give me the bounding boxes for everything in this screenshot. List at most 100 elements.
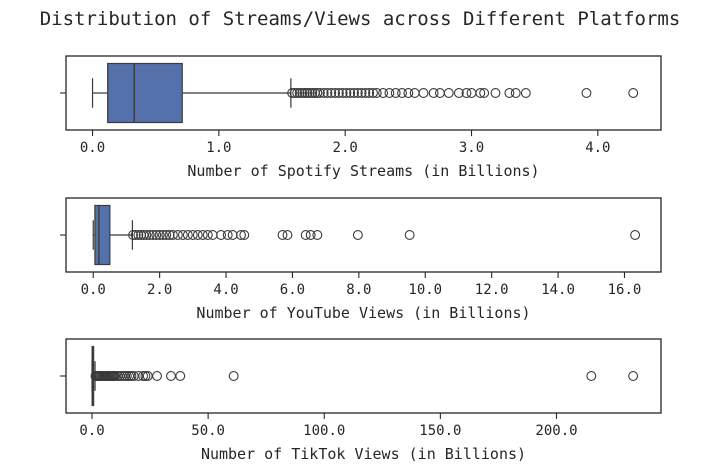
outlier-point: [404, 230, 415, 240]
outlier-point: [151, 230, 162, 240]
x-tick-label: 6.0: [280, 282, 305, 298]
outlier-point: [299, 88, 310, 98]
outlier-point: [292, 88, 303, 98]
outlier-point: [326, 88, 337, 98]
outlier-point: [161, 230, 172, 240]
outlier-point: [360, 88, 371, 98]
x-tick-label: 1.0: [206, 140, 231, 156]
iqr-box: [94, 204, 111, 266]
x-tick-label: 3.0: [459, 140, 484, 156]
outlier-point: [130, 230, 141, 240]
outlier-point: [520, 88, 531, 98]
outlier-point: [148, 230, 158, 240]
x-tick-label: 0.0: [79, 423, 104, 439]
outlier-point: [158, 230, 168, 240]
x-axis-label: Number of Spotify Streams (in Billions): [187, 162, 539, 180]
outlier-point: [322, 88, 333, 98]
outlier-point: [479, 88, 490, 98]
outlier-point: [172, 230, 183, 240]
outlier-point: [207, 230, 218, 240]
outlier-point: [121, 371, 132, 381]
outlier-point: [177, 230, 188, 240]
x-tick-label: 2.0: [147, 282, 172, 298]
outlier-point: [197, 230, 208, 240]
x-tick-label: 0.0: [81, 282, 106, 298]
outlier-point: [297, 88, 308, 98]
x-tick-label: 12.0: [475, 282, 509, 298]
outlier-point: [352, 88, 363, 98]
outlier-point: [307, 88, 318, 98]
outlier-point: [490, 88, 501, 98]
outlier-point: [202, 230, 213, 240]
outlier-point: [466, 88, 477, 98]
x-tick-label: 100.0: [303, 423, 345, 439]
outlier-point: [349, 88, 359, 98]
outlier-point: [453, 88, 464, 98]
outlier-point: [371, 88, 382, 98]
outlier-point: [333, 88, 344, 98]
outlier-point: [138, 371, 149, 381]
chart-title: Distribution of Streams/Views across Dif…: [40, 8, 681, 30]
outlier-point: [628, 371, 639, 381]
x-tick-label: 50.0: [191, 423, 225, 439]
outlier-point: [504, 88, 515, 98]
outlier-point: [630, 230, 641, 240]
outlier-point: [294, 88, 305, 98]
outlier-point: [378, 88, 389, 98]
x-tick-label: 4.0: [213, 282, 238, 298]
outlier-point: [216, 230, 227, 240]
outlier-point: [282, 230, 293, 240]
x-tick-label: 0.0: [80, 140, 105, 156]
outlier-point: [345, 88, 356, 98]
outlier-point: [228, 371, 239, 381]
outlier-point: [586, 371, 597, 381]
outlier-point: [475, 88, 486, 98]
x-tick-label: 2.0: [333, 140, 358, 156]
outlier-point: [312, 88, 323, 98]
x-tick-label: 16.0: [608, 282, 642, 298]
outlier-point: [434, 88, 445, 98]
x-axis-label: Number of TikTok Views (in Billions): [201, 445, 526, 463]
outlier-point: [428, 88, 439, 98]
outlier-point: [318, 88, 329, 98]
outlier-point: [300, 230, 311, 240]
x-tick-label: 8.0: [346, 282, 371, 298]
outlier-point: [239, 230, 250, 240]
outlier-point: [304, 88, 315, 98]
outlier-point: [397, 88, 407, 98]
outlier-point: [187, 230, 198, 240]
outlier-point: [128, 230, 139, 240]
x-tick-label: 150.0: [419, 423, 461, 439]
outlier-point: [403, 88, 414, 98]
outlier-point: [314, 88, 325, 98]
outlier-point: [182, 230, 193, 240]
outlier-point: [222, 230, 233, 240]
axes-frame: [65, 338, 662, 414]
outlier-point: [364, 88, 375, 98]
outlier-point: [628, 88, 639, 98]
outlier-point: [337, 88, 348, 98]
outlier-point: [461, 88, 472, 98]
outlier-point: [302, 88, 313, 98]
outlier-point: [312, 230, 323, 240]
outlier-point: [227, 230, 238, 240]
outlier-point: [352, 230, 363, 240]
outlier-point: [167, 230, 178, 240]
x-tick-label: 10.0: [408, 282, 442, 298]
outlier-point: [287, 88, 298, 98]
outlier-point: [277, 230, 288, 240]
outlier-point: [166, 371, 176, 381]
outlier-point: [390, 88, 401, 98]
outlier-point: [141, 230, 152, 240]
outlier-point: [510, 88, 521, 98]
iqr-box: [107, 62, 183, 124]
outlier-point: [384, 88, 395, 98]
outlier-point: [154, 230, 165, 240]
outlier-point: [133, 230, 144, 240]
outlier-point: [140, 371, 151, 381]
outlier-point: [418, 88, 429, 98]
x-tick-label: 4.0: [585, 140, 610, 156]
outlier-point: [581, 88, 592, 98]
outlier-point: [192, 230, 203, 240]
